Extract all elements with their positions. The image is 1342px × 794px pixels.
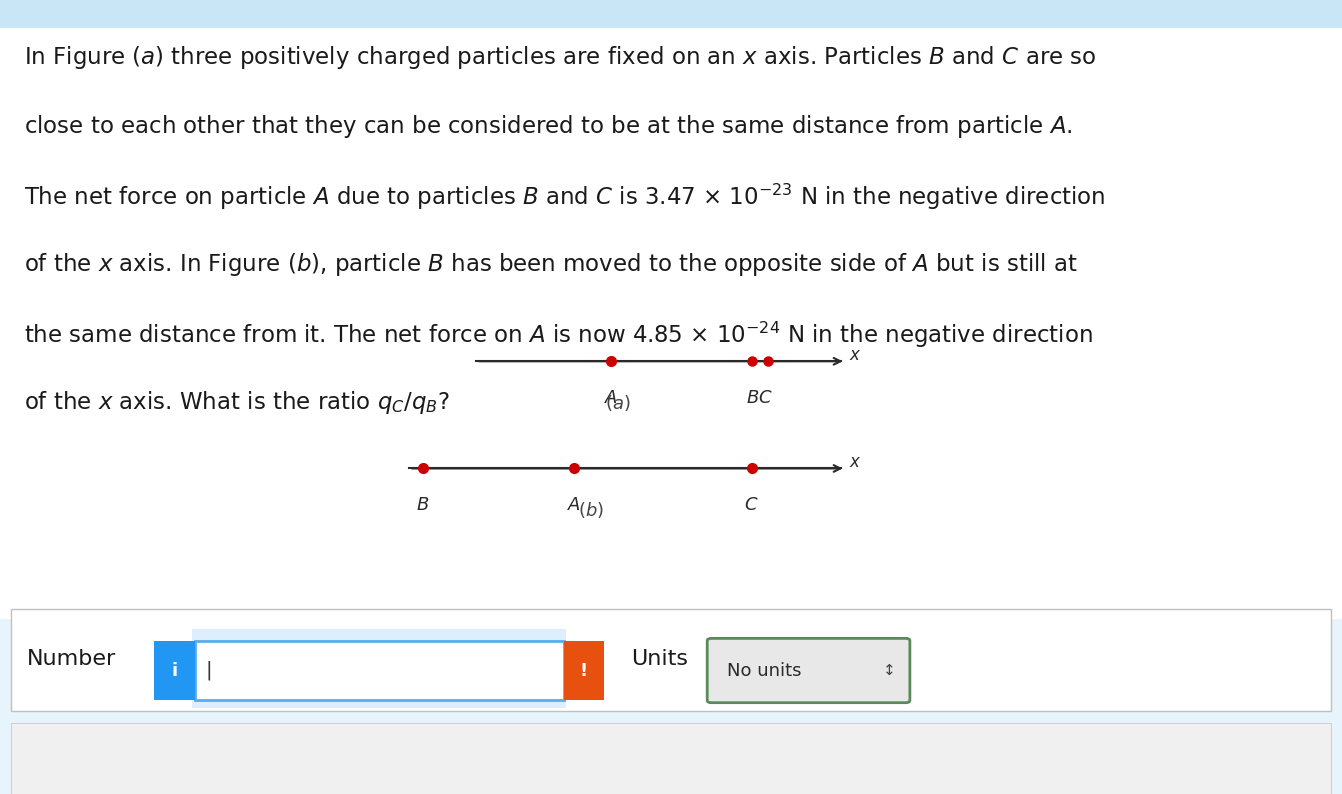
FancyBboxPatch shape	[195, 641, 564, 700]
Text: close to each other that they can be considered to be at the same distance from : close to each other that they can be con…	[24, 113, 1072, 140]
FancyBboxPatch shape	[564, 641, 604, 700]
Text: $x$: $x$	[848, 346, 862, 364]
Text: $BC$: $BC$	[746, 389, 773, 407]
FancyBboxPatch shape	[0, 28, 1342, 619]
FancyBboxPatch shape	[11, 723, 1331, 794]
Text: $A$: $A$	[568, 496, 581, 515]
Text: i: i	[172, 661, 177, 680]
Text: $B$: $B$	[416, 496, 429, 515]
FancyBboxPatch shape	[707, 638, 910, 703]
FancyBboxPatch shape	[0, 0, 1342, 28]
Text: The net force on particle $A$ due to particles $B$ and $C$ is 3.47 $\times$ 10$^: The net force on particle $A$ due to par…	[24, 182, 1106, 212]
FancyBboxPatch shape	[11, 609, 1331, 711]
Text: $A$: $A$	[604, 389, 617, 407]
Text: No units: No units	[727, 661, 803, 680]
Text: $(b)$: $(b)$	[577, 500, 604, 520]
FancyBboxPatch shape	[154, 641, 195, 700]
FancyBboxPatch shape	[192, 629, 566, 708]
Text: $(a)$: $(a)$	[604, 393, 631, 413]
Text: !: !	[580, 661, 588, 680]
Text: Number: Number	[27, 649, 117, 669]
Text: |: |	[205, 661, 212, 680]
Text: of the $x$ axis. In Figure $(b)$, particle $B$ has been moved to the opposite si: of the $x$ axis. In Figure $(b)$, partic…	[24, 251, 1078, 278]
Text: the same distance from it. The net force on $A$ is now 4.85 $\times$ 10$^{-24}$ : the same distance from it. The net force…	[24, 320, 1092, 350]
Text: $x$: $x$	[848, 453, 862, 471]
Text: Units: Units	[631, 649, 687, 669]
Text: $C$: $C$	[745, 496, 758, 515]
Text: ↕: ↕	[883, 663, 896, 678]
Text: In Figure $(a)$ three positively charged particles are fixed on an $x$ axis. Par: In Figure $(a)$ three positively charged…	[24, 44, 1096, 71]
Text: of the $x$ axis. What is the ratio $q_C$/$q_B$?: of the $x$ axis. What is the ratio $q_C$…	[24, 389, 450, 416]
